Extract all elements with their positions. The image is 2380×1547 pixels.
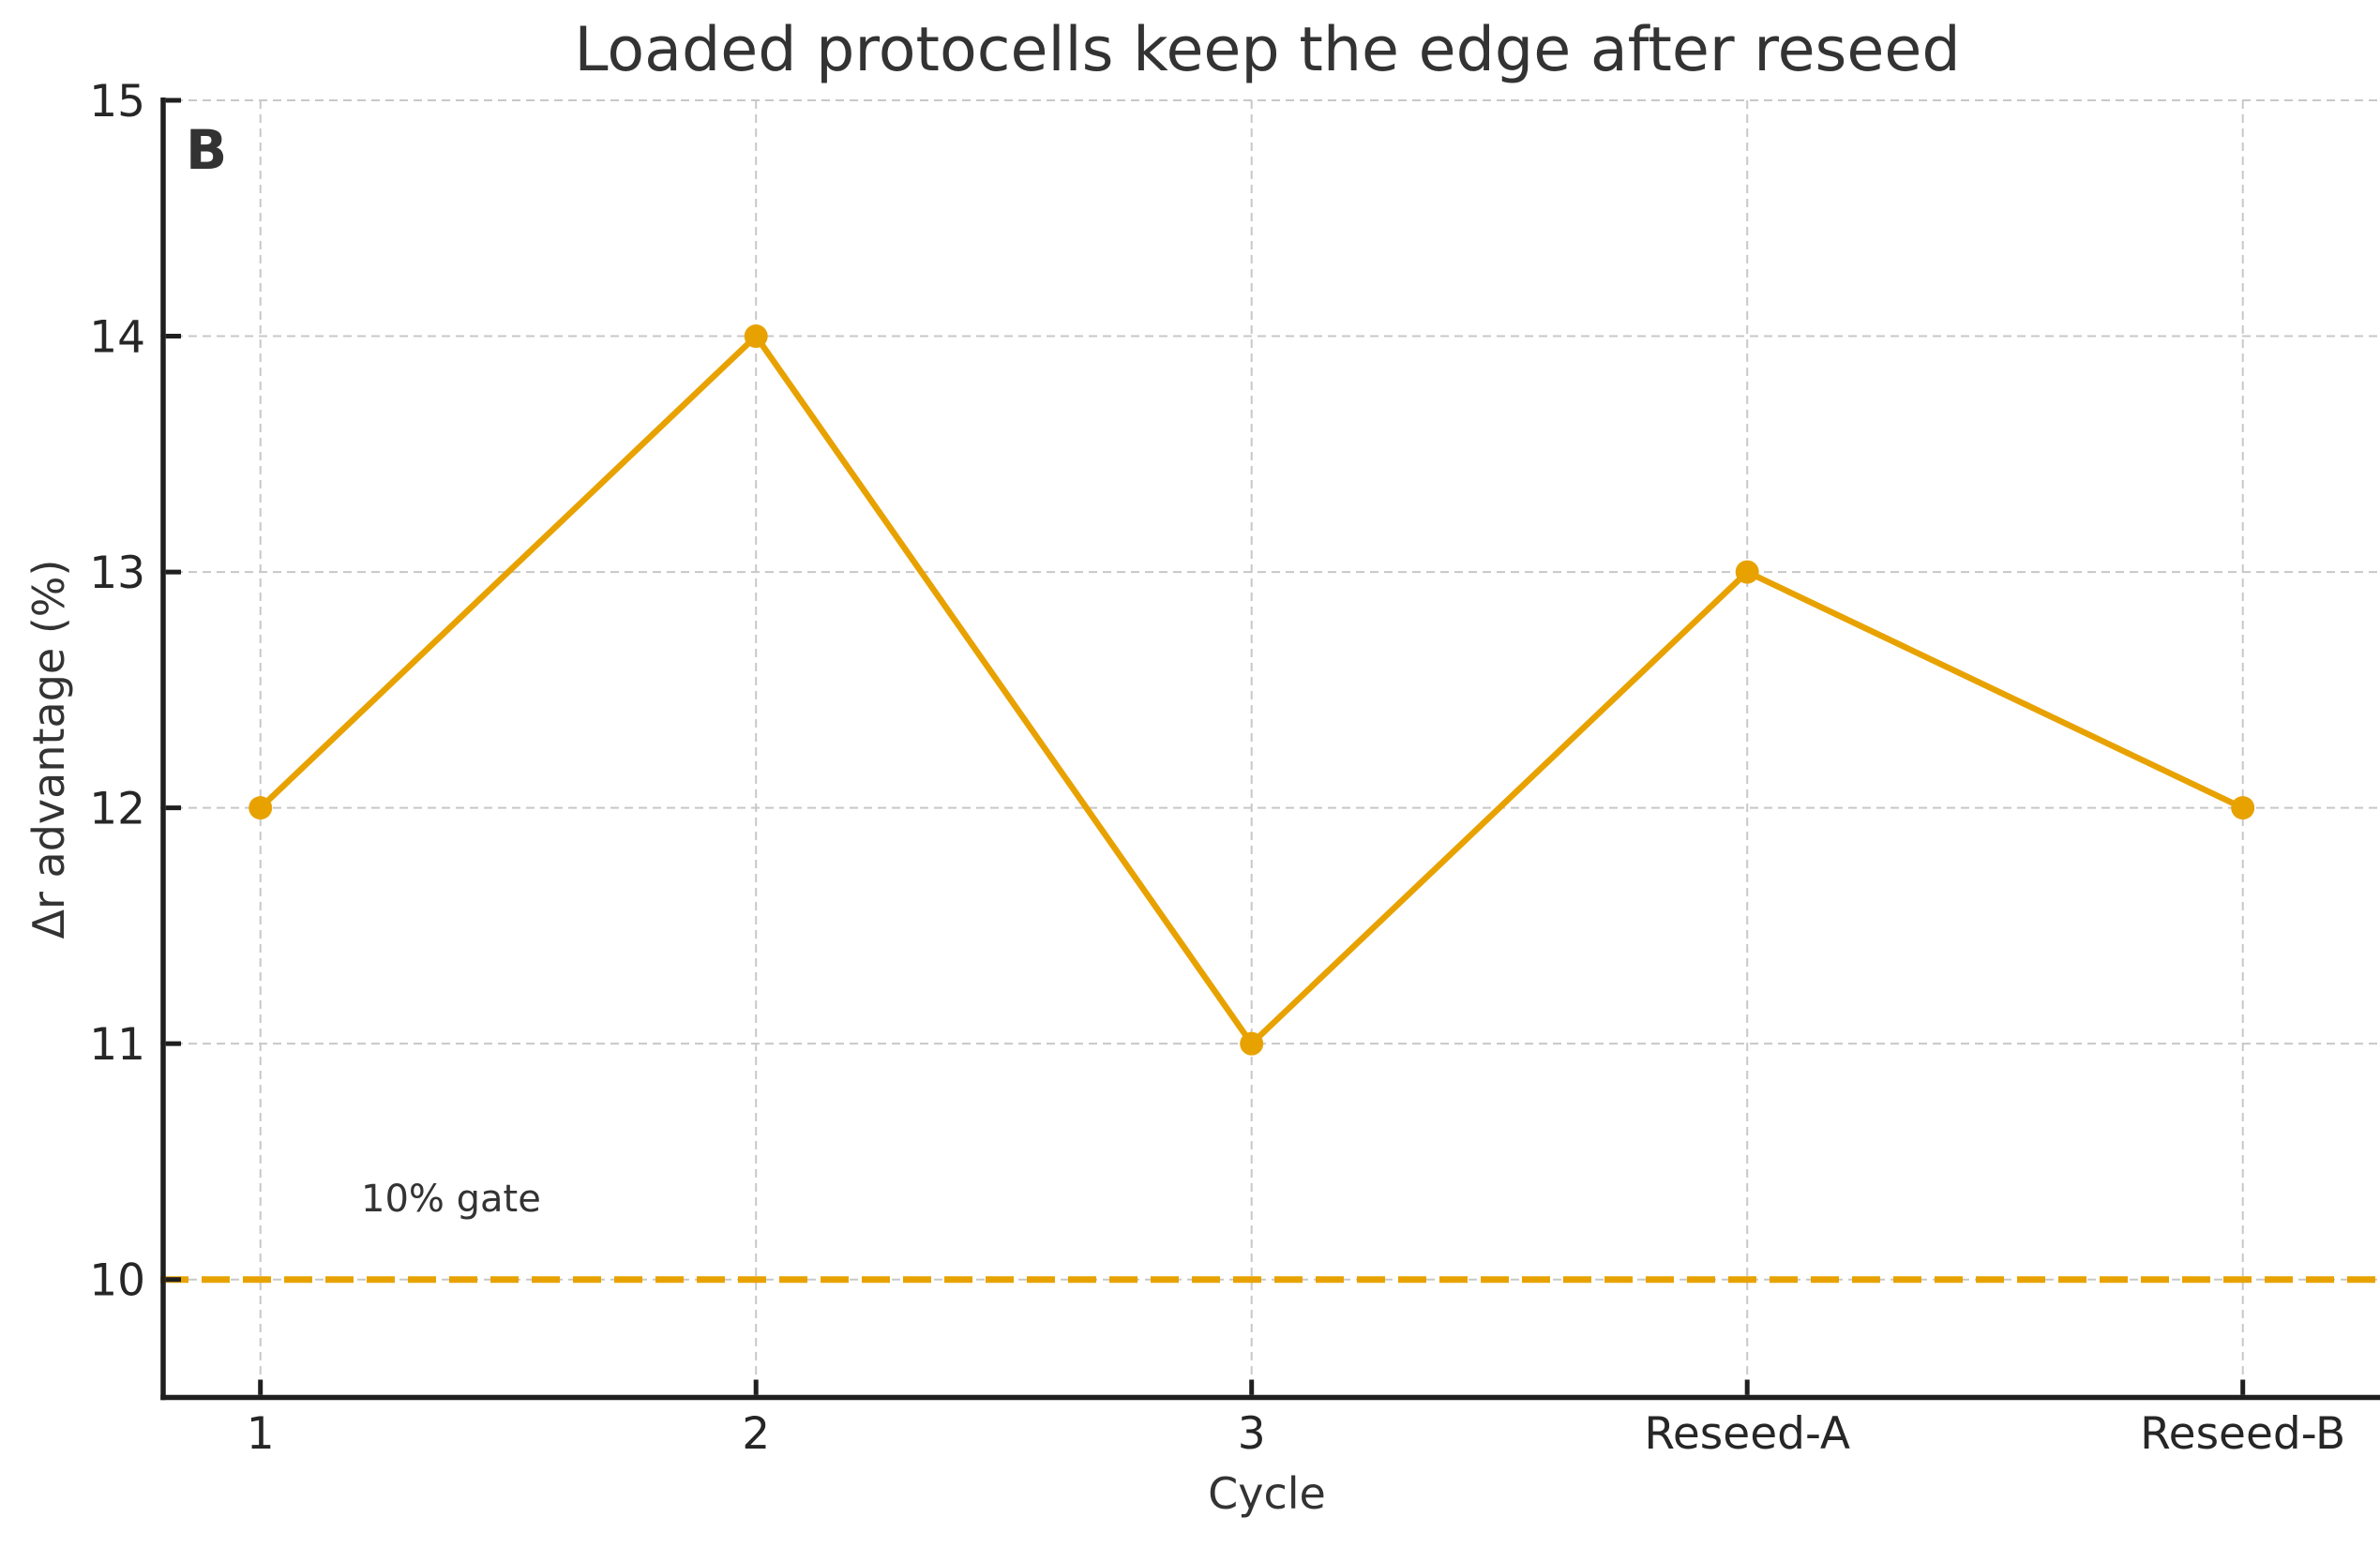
data-point [2231, 796, 2255, 820]
y-tick-label: 14 [89, 312, 145, 364]
x-tick-label: 3 [1238, 1408, 1266, 1460]
gate-annotation: 10% gate [361, 1178, 541, 1221]
y-tick-label: 12 [89, 784, 145, 835]
data-point [249, 796, 273, 820]
x-tick-label: Reseed-B [2140, 1408, 2345, 1460]
x-tick-label: 2 [742, 1408, 770, 1460]
x-tick-label: Reseed-A [1644, 1408, 1850, 1460]
data-point [1240, 1031, 1264, 1056]
chart-title: Loaded protocells keep the edge after re… [574, 15, 1961, 85]
panel-label: B [186, 118, 228, 182]
y-tick-label: 15 [89, 76, 145, 128]
data-point [1735, 560, 1759, 584]
y-tick-label: 13 [89, 548, 145, 599]
y-tick-label: 11 [89, 1019, 145, 1071]
data-point [744, 324, 768, 349]
x-axis-label: Cycle [1208, 1468, 1326, 1519]
y-tick-label: 10 [89, 1255, 145, 1307]
x-tick-label: 1 [247, 1408, 275, 1460]
